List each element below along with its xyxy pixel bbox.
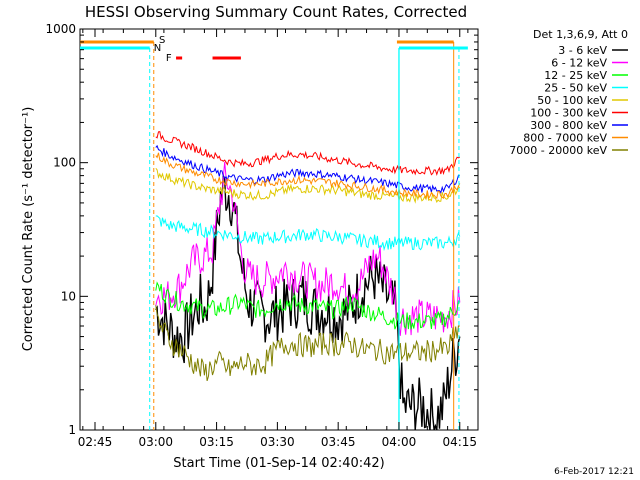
flag-layer: SNF xyxy=(80,35,468,430)
y-tick-label: 1000 xyxy=(45,22,76,36)
y-axis: 1 10 100 1000 xyxy=(45,22,478,437)
series-line-8 xyxy=(155,152,461,200)
legend-entry-label: 800 - 7000 keV xyxy=(523,132,607,145)
x-axis: 02:45 03:00 03:15 03:30 03:45 04:00 04:15 xyxy=(78,29,477,449)
series-layer xyxy=(155,131,461,431)
y-tick-label: 10 xyxy=(61,289,76,303)
legend-entry-label: 300 - 800 keV xyxy=(530,119,607,132)
x-tick-label: 03:00 xyxy=(138,435,173,449)
y-tick-label: 100 xyxy=(53,156,76,170)
legend-entry-label: 6 - 12 keV xyxy=(551,57,607,70)
flare-flag-label: F xyxy=(166,53,172,64)
night-flag-label: N xyxy=(154,43,161,54)
date-stamp: 6-Feb-2017 12:21 xyxy=(554,467,634,477)
legend-entry-label: 12 - 25 keV xyxy=(544,69,607,82)
series-line-5 xyxy=(155,167,461,204)
y-tick-label: 1 xyxy=(68,423,76,437)
legend-entry-label: 50 - 100 keV xyxy=(537,94,607,107)
legend-entry-label: 3 - 6 keV xyxy=(558,44,607,57)
x-tick-label: 03:30 xyxy=(260,435,295,449)
y-axis-label: Corrected Count Rate (s⁻¹ detector⁻¹) xyxy=(21,107,36,352)
legend-entry-label: 100 - 300 keV xyxy=(530,107,607,120)
x-tick-label: 03:45 xyxy=(321,435,356,449)
x-axis-label: Start Time (01-Sep-14 02:40:42) xyxy=(173,456,384,471)
series-line-6 xyxy=(155,131,461,177)
series-line-4 xyxy=(155,215,461,252)
x-tick-label: 02:45 xyxy=(78,435,113,449)
x-tick-label: 04:00 xyxy=(382,435,417,449)
legend-entry-label: 7000 - 20000 keV xyxy=(509,144,607,157)
chart-title: HESSI Observing Summary Count Rates, Cor… xyxy=(85,3,467,21)
saa-flag-label: S xyxy=(159,35,165,46)
plot-frame xyxy=(79,28,479,431)
series-line-1 xyxy=(155,175,461,431)
series-line-9 xyxy=(155,305,460,382)
series-line-7 xyxy=(155,144,460,194)
series-line-3 xyxy=(155,281,461,330)
x-tick-label: 04:15 xyxy=(442,435,477,449)
legend-entry-label: 25 - 50 keV xyxy=(544,82,607,95)
x-tick-label: 03:15 xyxy=(199,435,234,449)
legend-title: Det 1,3,6,9, Att 0 xyxy=(533,28,628,41)
